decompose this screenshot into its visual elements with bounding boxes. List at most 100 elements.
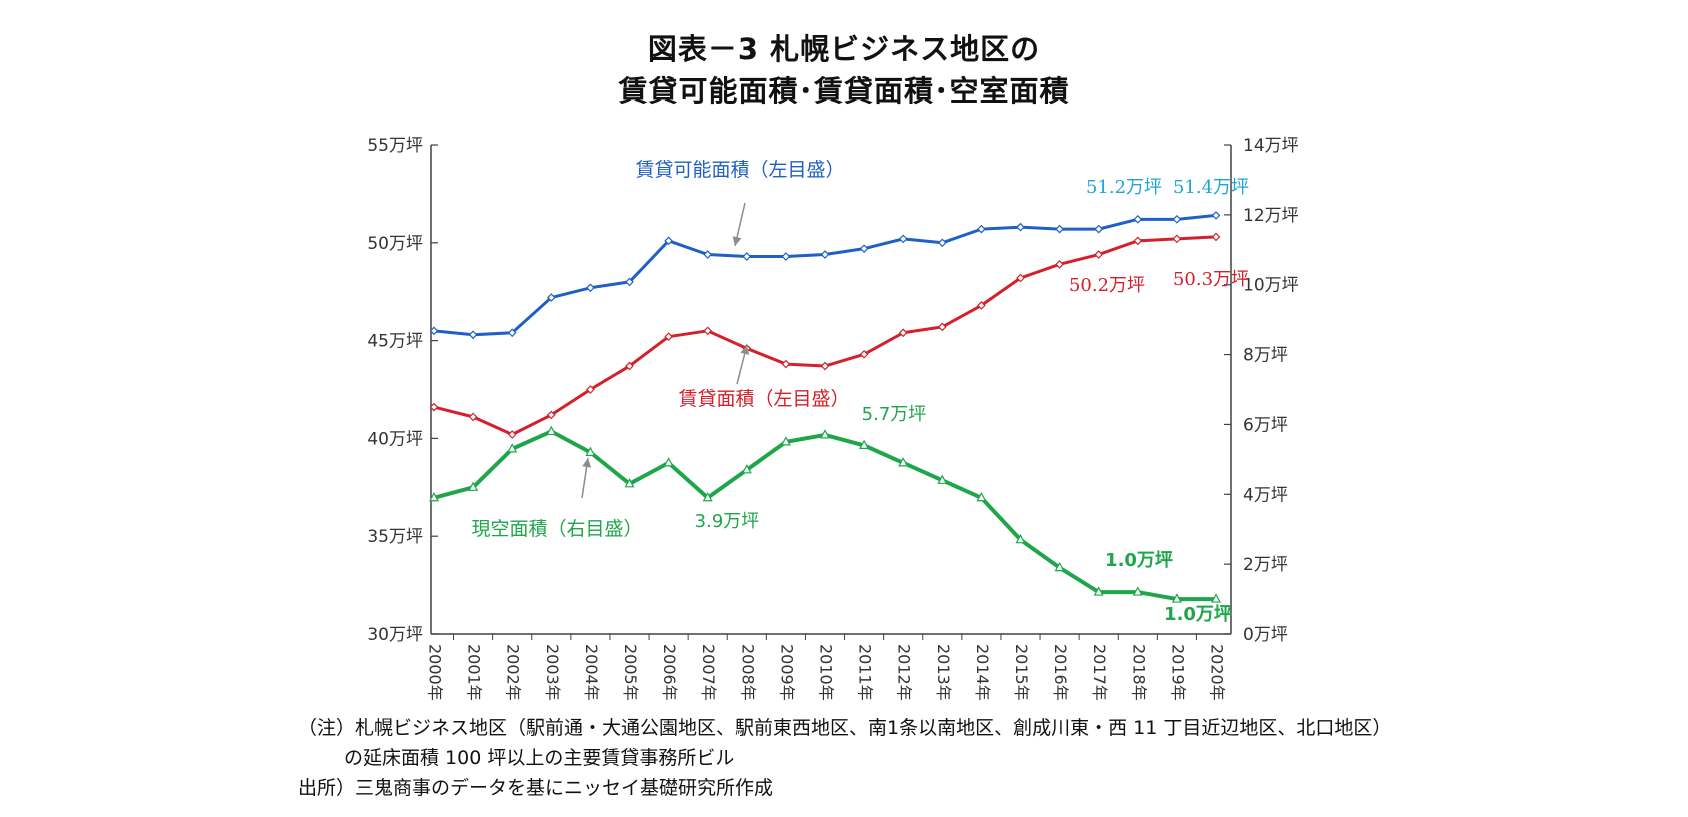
chart-title-line2: 賃貸可能面積･賃貸面積･空室面積 [618, 74, 1070, 108]
leased-data-point [781, 359, 791, 369]
right-axis-tick-label: 14万坪 [1243, 136, 1299, 156]
x-axis-tick-label: 2002年 [504, 644, 523, 700]
leased-data-point [1172, 234, 1182, 244]
arrow-leased-head [740, 345, 750, 355]
footnote-note-continued: の延床面積 100 坪以上の主要賃貸事務所ビル [344, 747, 735, 769]
value-label-vacant-2019: 1.0万坪 [1105, 550, 1173, 571]
vacant-data-point [976, 492, 987, 502]
vacant-data-point [820, 429, 830, 439]
vacant-data-point [1093, 586, 1104, 596]
vacant-data-point [585, 446, 596, 456]
vacant-data-point [1132, 586, 1143, 596]
vacant-data-point [507, 443, 518, 453]
x-axis-tick-label: 2008年 [738, 644, 757, 700]
value-label-vacant-2020: 1.0万坪 [1164, 604, 1232, 625]
line-chart: 30万坪 35万坪 40万坪 45万坪 50万坪 55万坪 0万坪 2万坪 4万坪 6万坪 8万坪 1… [367, 136, 1298, 700]
leased-data-point [468, 412, 478, 422]
vacant-data-point [546, 425, 557, 436]
arrow-rentable-head [732, 236, 742, 246]
vacant-data-point [859, 439, 870, 449]
right-axis-tick-label: 0万坪 [1243, 625, 1288, 645]
right-axis-tick-label: 12万坪 [1243, 206, 1299, 226]
vacant-data-point [1211, 593, 1221, 603]
right-axis-tick-label: 10万坪 [1243, 276, 1299, 296]
chart-axes: 30万坪 35万坪 40万坪 45万坪 50万坪 55万坪 0万坪 2万坪 4万坪 6万坪 8万坪 1… [367, 136, 1298, 700]
leased-data-point [1094, 250, 1104, 259]
vacant-data-point [468, 481, 479, 491]
vacant-data-point [1054, 561, 1065, 572]
vacant-data-point [741, 464, 752, 474]
rentable-data-point [468, 330, 478, 340]
x-axis-tick-label: 2012年 [895, 644, 914, 700]
x-axis-tick-label: 2003年 [543, 644, 562, 700]
value-label-vacant-2010: 5.7万坪 [862, 404, 927, 425]
x-axis-tick-label: 2019年 [1168, 644, 1187, 700]
right-axis-tick-label: 8万坪 [1243, 346, 1288, 366]
left-axis-tick-label: 40万坪 [367, 429, 423, 449]
vacant-data-point [780, 436, 791, 446]
x-axis-tick-label: 2017年 [1090, 644, 1109, 700]
rentable-data-point [859, 244, 869, 254]
leased-data-point [664, 332, 673, 342]
vacant-data-point [1171, 593, 1182, 603]
rentable-data-point [625, 277, 634, 287]
rentable-data-point [1094, 224, 1104, 234]
x-axis-tick-label: 2004年 [582, 644, 601, 700]
rentable-data-point [703, 250, 713, 259]
arrow-vacant-head [582, 458, 592, 468]
x-axis-tick-label: 2010年 [817, 644, 836, 700]
chart-annotations: 賃貸可能面積（左目盛） 賃貸面積（左目盛） 現空面積（右目盛） 51.2万坪 51.4万… [471, 159, 1249, 625]
chart-series [429, 211, 1221, 603]
leased-data-point [820, 361, 830, 371]
rentable-data-point [507, 328, 517, 338]
leased-data-point [429, 402, 439, 412]
rentable-data-point [586, 283, 595, 293]
x-axis-tick-label: 2020年 [1208, 644, 1227, 700]
leased-data-point [507, 430, 517, 439]
x-axis-tick-label: 2007年 [699, 644, 718, 700]
vacant-data-point [1015, 533, 1026, 544]
x-axis-tick-label: 2009年 [777, 644, 796, 700]
leased-data-point [586, 385, 595, 394]
x-axis-tick-label: 2006年 [660, 644, 679, 700]
right-axis-tick-label: 6万坪 [1243, 415, 1288, 435]
x-axis-tick-label: 2018年 [1129, 644, 1148, 700]
leased-data-point [977, 301, 986, 310]
vacant-series-line [433, 429, 1216, 602]
x-axis-tick-label: 2001年 [465, 644, 484, 700]
rentable-data-point [429, 326, 439, 336]
x-axis-tick-label: 2011年 [856, 644, 875, 700]
x-axis-tick-label: 2016年 [1051, 644, 1070, 700]
vacant-data-point [663, 457, 674, 467]
vacant-data-point [937, 474, 948, 484]
x-axis-tick-label: 2000年 [426, 644, 445, 700]
rentable-data-point [977, 224, 986, 234]
rentable-data-point [664, 236, 673, 246]
vacant-data-point [624, 478, 635, 488]
left-axis-tick-label: 35万坪 [367, 527, 423, 547]
series-label-leased: 賃貸面積（左目盛） [678, 388, 849, 410]
rentable-data-point [1172, 214, 1182, 224]
x-axis-tick-label: 2015年 [1012, 644, 1031, 700]
leased-data-point [937, 322, 947, 332]
rentable-data-point [820, 250, 830, 259]
rentable-data-point [1055, 224, 1064, 234]
footnote-source: 出所）三鬼商事のデータを基にニッセイ基礎研究所作成 [298, 777, 774, 799]
value-label-leased-2020: 50.3万坪 [1173, 269, 1249, 290]
left-axis-tick-label: 50万坪 [367, 234, 423, 254]
left-axis-tick-label: 55万坪 [367, 136, 423, 156]
series-label-rentable: 賃貸可能面積（左目盛） [635, 159, 844, 181]
x-axis-tick-label: 2005年 [621, 644, 640, 700]
leased-data-point [1133, 236, 1143, 246]
leased-data-point [625, 361, 634, 371]
leased-data-point [898, 328, 908, 338]
rentable-data-point [937, 238, 947, 248]
leased-data-point [859, 349, 869, 359]
value-label-leased-2017: 50.2万坪 [1069, 275, 1145, 296]
value-label-vacant-2007: 3.9万坪 [695, 511, 760, 532]
rentable-data-point [1133, 214, 1143, 224]
rentable-data-point [898, 234, 908, 244]
rentable-data-point [1016, 222, 1025, 232]
leased-data-point [1055, 259, 1064, 269]
right-axis-tick-label: 4万坪 [1243, 485, 1288, 505]
